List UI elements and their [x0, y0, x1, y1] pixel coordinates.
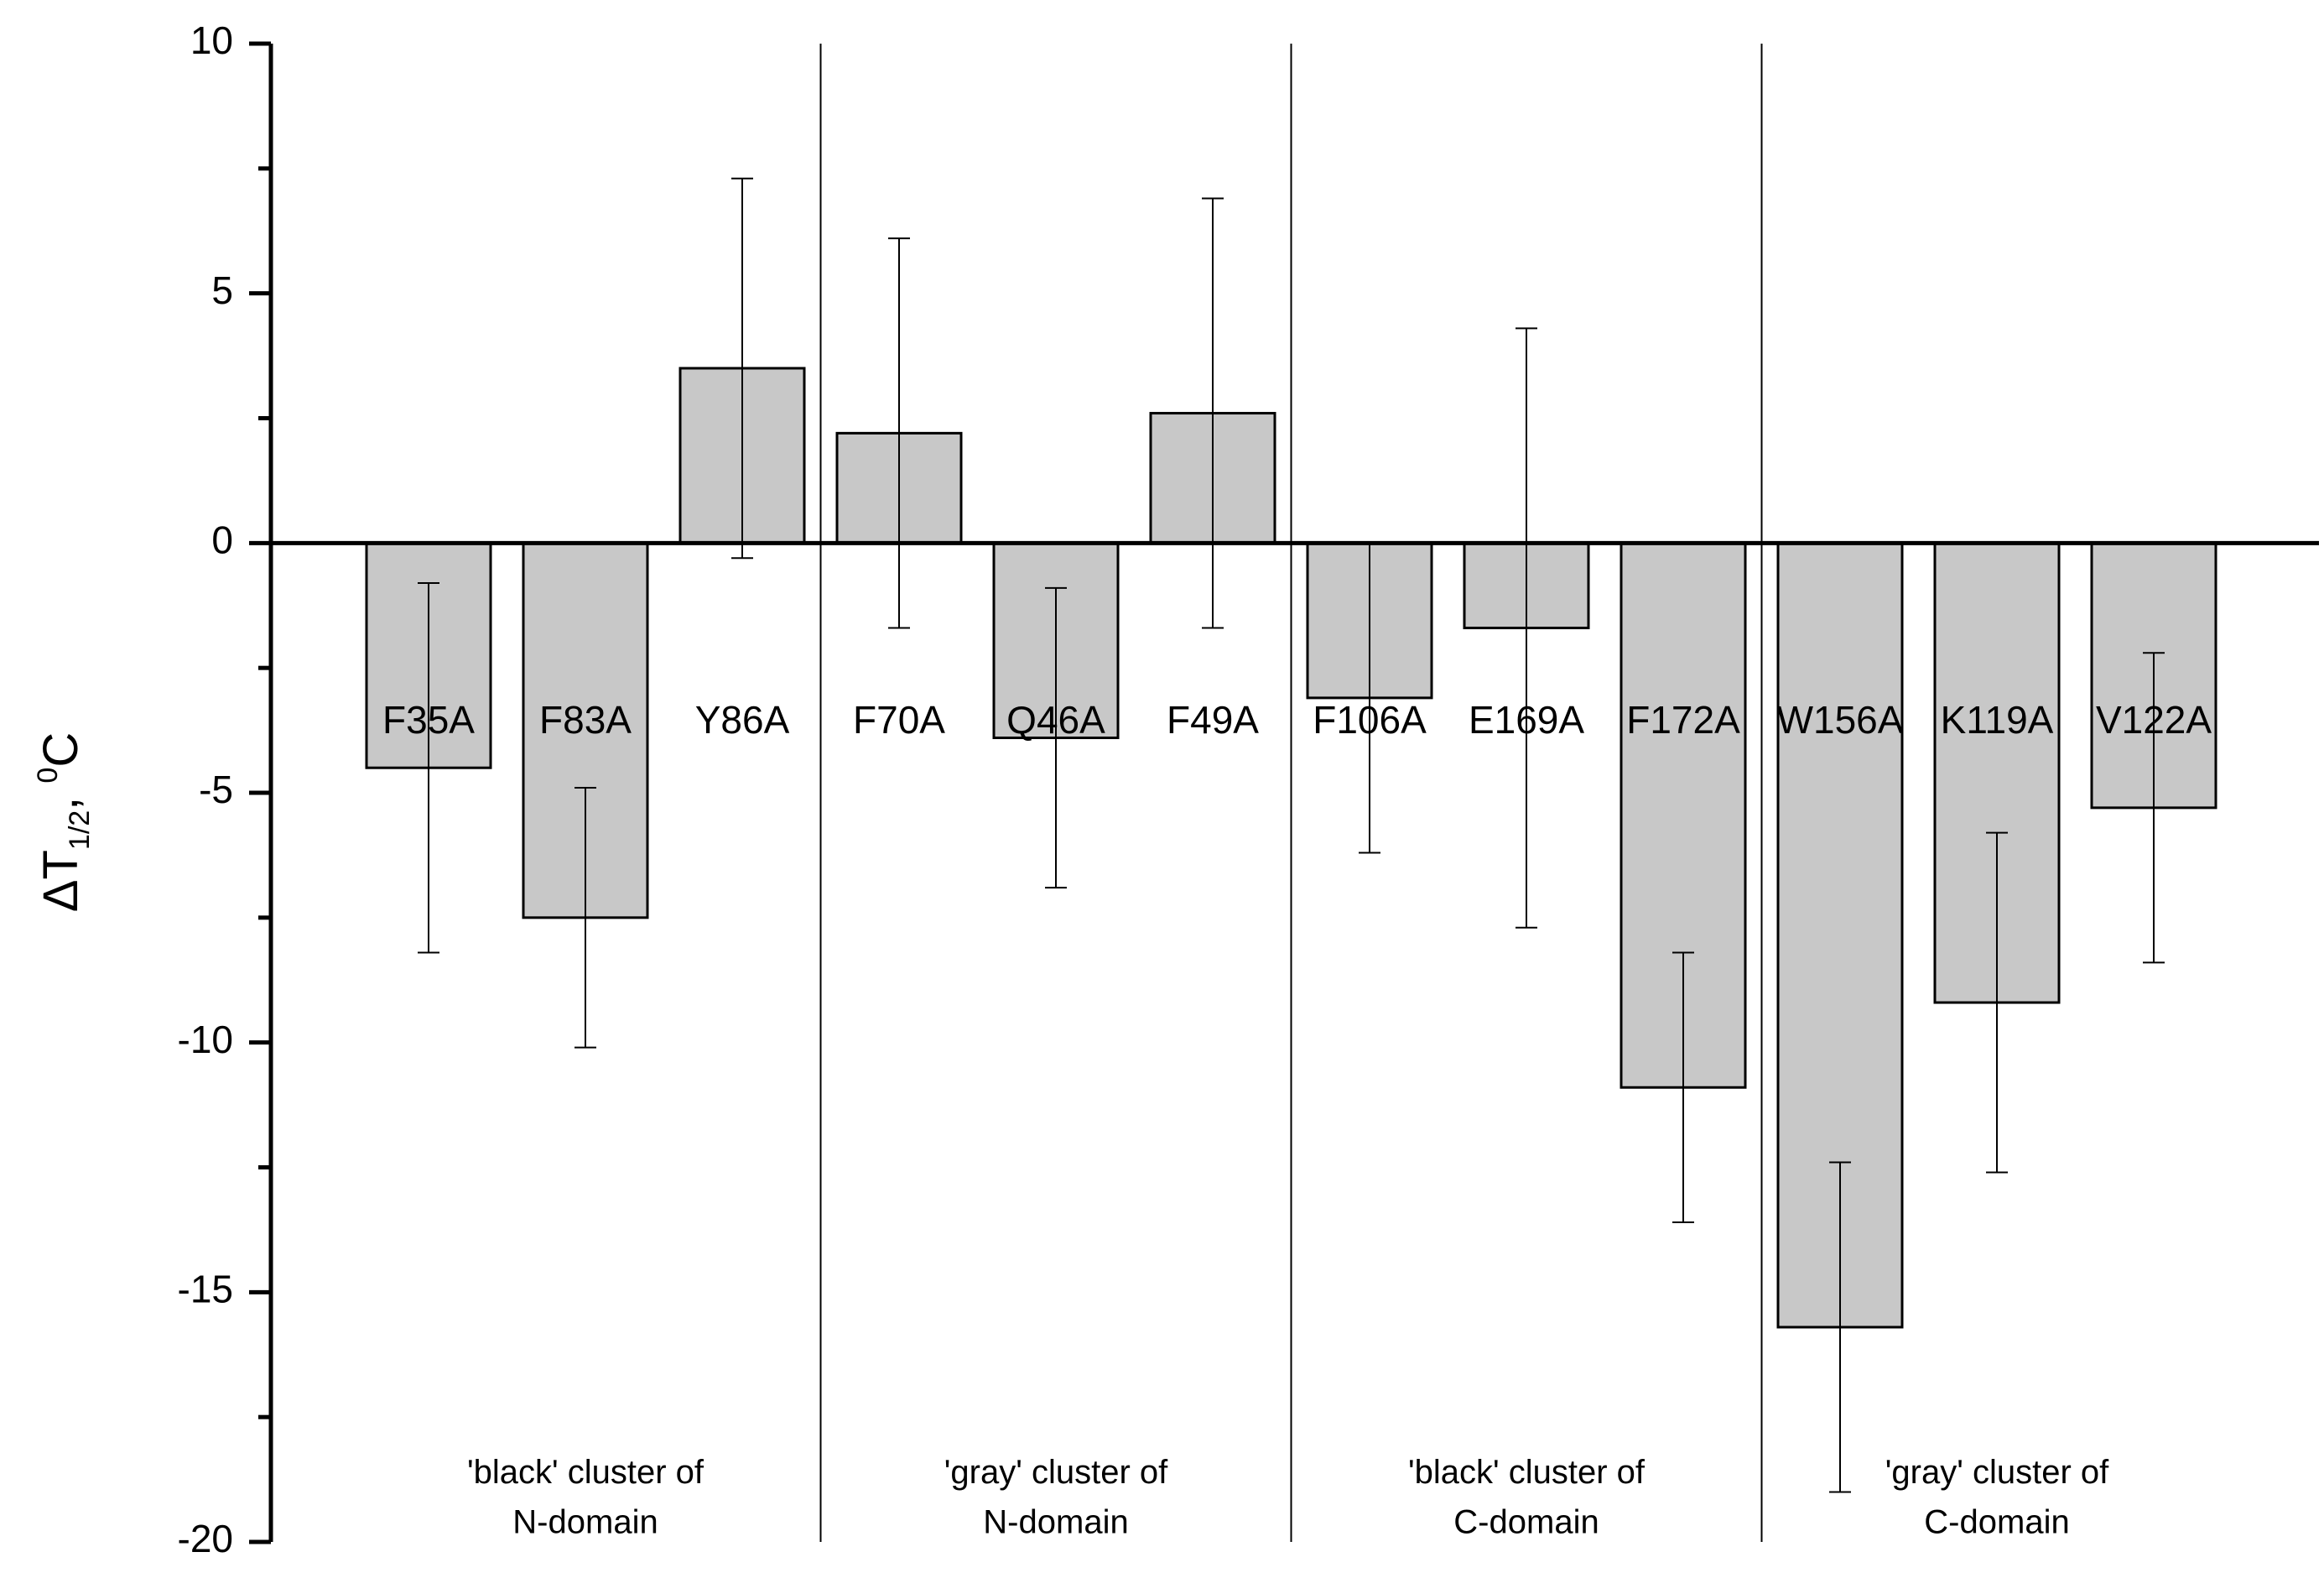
group-label-line1: 'black' cluster of	[1408, 1454, 1646, 1491]
y-axis-label-separator: ,	[34, 784, 88, 810]
y-axis-label-superscript: 0	[32, 768, 64, 784]
y-axis: 10 5 0 -5 -10 -15 -20	[178, 18, 2319, 1560]
y-tick-label: -15	[178, 1267, 233, 1310]
y-tick-label: -20	[178, 1517, 233, 1560]
category-label-F83A: F83A	[539, 698, 632, 742]
category-label-Q46A: Q46A	[1006, 698, 1105, 742]
group-dividers	[819, 44, 1763, 1542]
y-tick-label: -10	[178, 1018, 233, 1061]
group-label-line2: N-domain	[512, 1504, 658, 1541]
group-label-line2: C-domain	[1924, 1504, 2069, 1541]
y-axis-label-main: ΔT	[34, 850, 88, 912]
error-bars-layer	[418, 177, 2165, 1493]
group-label-line2: N-domain	[983, 1504, 1128, 1541]
group-label-line1: 'black' cluster of	[467, 1454, 704, 1491]
category-label-F106A: F106A	[1313, 698, 1427, 742]
y-axis-label: ΔT1/2, 0C	[32, 732, 96, 912]
category-label-F49A: F49A	[1167, 698, 1259, 742]
category-label-V122A: V122A	[2096, 698, 2212, 742]
y-tick-label: 0	[211, 518, 233, 561]
category-label-F70A: F70A	[853, 698, 945, 742]
y-tick-label: -5	[199, 768, 233, 811]
category-label-F172A: F172A	[1626, 698, 1740, 742]
group-labels: 'black' cluster of N-domain 'gray' cluster…	[467, 1454, 2109, 1541]
y-axis-label-subscript: 1/2	[64, 810, 96, 850]
group-label-line1: 'gray' cluster of	[944, 1454, 1168, 1491]
category-label-K119A: K119A	[1941, 698, 2054, 742]
y-tick-label: 10	[190, 18, 233, 62]
group-label-line2: C-domain	[1453, 1504, 1599, 1541]
category-label-F35A: F35A	[382, 698, 475, 742]
category-labels: F35A F83A Y86A F70A Q46A F49A F106A E169A F172A W…	[382, 698, 2212, 742]
group-label-line1: 'gray' cluster of	[1885, 1454, 2109, 1491]
y-axis-label-unit: C	[34, 732, 88, 768]
y-tick-label: 5	[211, 268, 233, 312]
category-label-Y86A: Y86A	[695, 698, 790, 742]
category-label-E169A: E169A	[1469, 698, 1584, 742]
category-label-W156A: W156A	[1777, 698, 1904, 742]
